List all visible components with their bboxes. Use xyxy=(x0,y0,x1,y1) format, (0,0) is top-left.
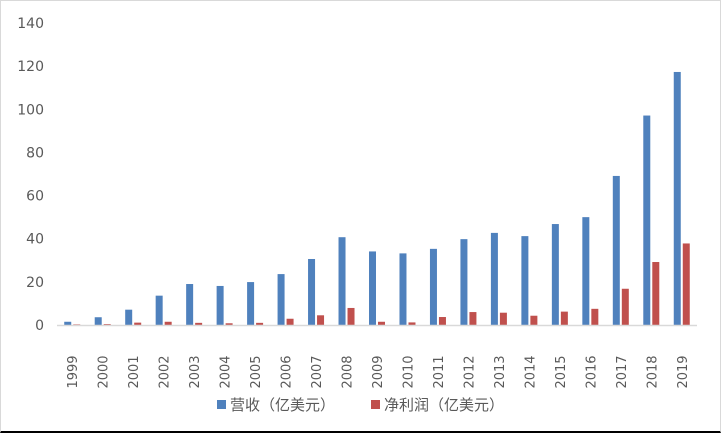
bar-net-profit xyxy=(164,321,172,325)
x-tick-label: 2010 xyxy=(401,355,416,388)
x-tick-label: 2001 xyxy=(127,355,142,388)
bar-net-profit xyxy=(591,308,599,325)
y-tick-label: 80 xyxy=(26,145,44,161)
x-tick-label: 2006 xyxy=(280,355,295,388)
bar-revenue xyxy=(612,175,620,325)
bar-chart: 0 20 40 60 80 100 120 140 1999 2000 2001 2002 2003 2… xyxy=(17,16,697,389)
bar-revenue xyxy=(64,321,72,325)
bar-net-profit xyxy=(652,262,660,325)
x-tick-label: 2009 xyxy=(371,355,386,388)
legend: 营收（亿美元） 净利润（亿美元） xyxy=(0,392,721,416)
bar-revenue xyxy=(216,285,224,325)
y-tick-label: 60 xyxy=(26,189,44,205)
bar-revenue xyxy=(125,309,133,325)
x-axis: 1999 2000 2001 2002 2003 2004 2005 2006 2007 2008… xyxy=(66,355,691,388)
bar-net-profit xyxy=(256,322,264,325)
x-tick-label: 2004 xyxy=(219,355,234,388)
bar-net-profit xyxy=(225,323,233,325)
x-tick-label: 2018 xyxy=(645,355,660,388)
bar-net-profit xyxy=(103,324,111,325)
bar-revenue xyxy=(399,253,407,325)
legend-swatch-revenue-icon xyxy=(216,399,226,409)
bar-net-profit xyxy=(195,322,203,325)
bar-net-profit xyxy=(317,315,325,325)
bar-revenue xyxy=(673,71,681,326)
bar-revenue xyxy=(460,239,468,325)
bar-net-profit xyxy=(347,307,355,325)
legend-swatch-net-profit-icon xyxy=(371,399,380,409)
x-tick-label: 2003 xyxy=(188,355,203,388)
x-tick-label: 2014 xyxy=(523,355,538,388)
legend-label-net-profit: 净利润（亿美元） xyxy=(384,395,505,414)
y-axis: 0 20 40 60 80 100 120 140 xyxy=(17,16,44,334)
bar-net-profit xyxy=(469,312,477,325)
x-tick-label: 2016 xyxy=(584,355,599,388)
x-tick-label: 2007 xyxy=(310,355,325,388)
bar-revenue xyxy=(551,224,559,325)
legend-item-revenue: 营收（亿美元） xyxy=(216,394,335,415)
y-tick-label: 40 xyxy=(26,232,44,248)
x-tick-label: 2015 xyxy=(554,355,569,388)
x-tick-label: 2012 xyxy=(462,355,477,388)
bar-net-profit xyxy=(73,324,81,325)
y-tick-label: 20 xyxy=(26,275,44,291)
x-tick-label: 2013 xyxy=(493,355,508,388)
bar-revenue xyxy=(308,258,316,325)
bar-revenue xyxy=(186,284,194,325)
bar-revenue xyxy=(582,217,590,325)
bar-revenue xyxy=(429,248,437,325)
bar-net-profit xyxy=(530,315,538,325)
bar-revenue xyxy=(155,295,163,325)
x-tick-label: 1999 xyxy=(66,355,81,388)
bar-revenue xyxy=(369,251,376,325)
legend-item-net-profit: 净利润（亿美元） xyxy=(371,394,504,415)
x-tick-label: 2017 xyxy=(615,355,630,388)
y-tick-label: 140 xyxy=(17,16,44,32)
bar-revenue xyxy=(94,317,102,325)
x-tick-label: 2019 xyxy=(676,355,691,388)
bar-net-profit xyxy=(134,322,142,325)
bar-net-profit xyxy=(560,311,568,325)
x-tick-label: 2008 xyxy=(341,355,356,388)
bar-net-profit xyxy=(378,321,385,325)
bar-net-profit xyxy=(499,312,507,325)
bars xyxy=(64,71,690,326)
bar-net-profit xyxy=(286,318,294,325)
y-tick-label: 120 xyxy=(17,59,44,75)
bar-revenue xyxy=(247,282,255,325)
x-tick-label: 2002 xyxy=(158,355,173,388)
y-tick-label: 100 xyxy=(17,102,44,118)
bar-net-profit xyxy=(682,243,690,325)
bar-net-profit xyxy=(621,288,629,325)
bar-revenue xyxy=(643,115,651,325)
bar-revenue xyxy=(521,236,529,325)
x-tick-label: 2005 xyxy=(249,355,264,388)
x-tick-label: 2011 xyxy=(432,355,447,388)
legend-label-revenue: 营收（亿美元） xyxy=(229,395,335,414)
x-tick-label: 2000 xyxy=(97,355,112,388)
bar-net-profit xyxy=(438,317,446,325)
bar-revenue xyxy=(490,232,498,325)
bar-revenue xyxy=(338,237,346,325)
y-tick-label: 0 xyxy=(35,318,44,334)
bar-net-profit xyxy=(408,322,416,325)
bar-revenue xyxy=(277,274,285,325)
